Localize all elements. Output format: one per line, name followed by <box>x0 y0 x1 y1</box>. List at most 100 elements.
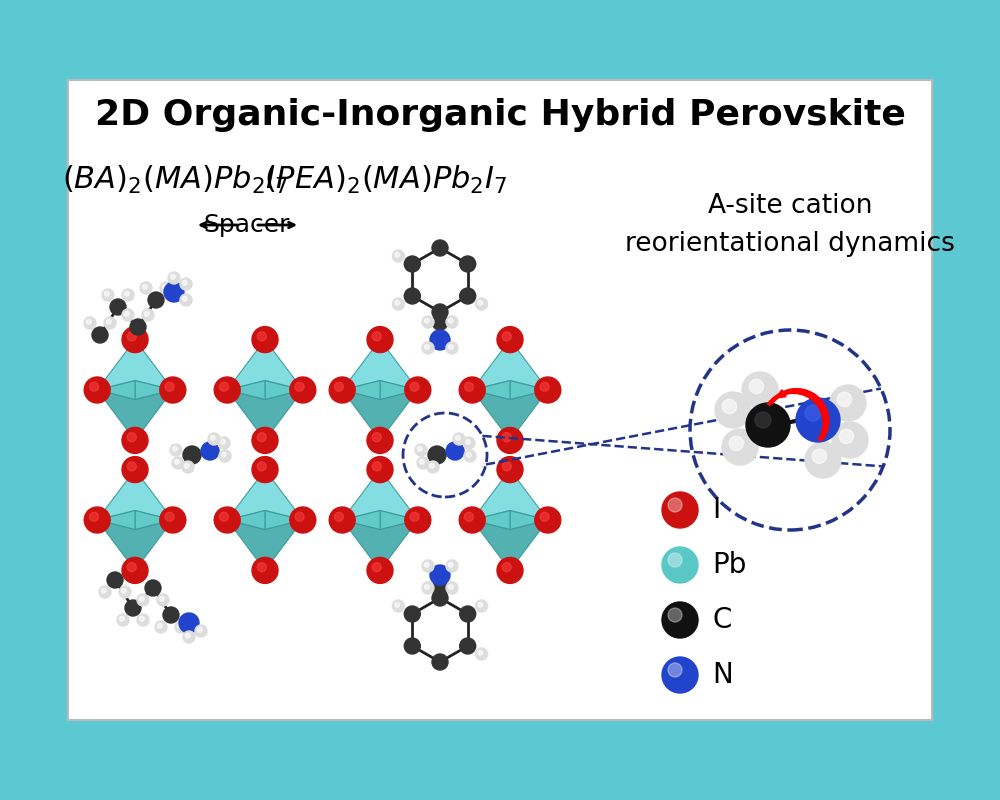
Circle shape <box>160 282 172 294</box>
Circle shape <box>172 446 177 451</box>
Circle shape <box>404 256 420 272</box>
Circle shape <box>125 600 141 616</box>
Polygon shape <box>342 339 418 390</box>
Polygon shape <box>380 381 418 399</box>
Circle shape <box>448 344 453 349</box>
Polygon shape <box>97 339 173 390</box>
Circle shape <box>165 512 174 522</box>
Circle shape <box>535 507 561 533</box>
Polygon shape <box>342 470 418 520</box>
Polygon shape <box>472 381 510 399</box>
Circle shape <box>422 560 434 572</box>
Circle shape <box>755 412 771 428</box>
Polygon shape <box>472 520 548 570</box>
Circle shape <box>446 442 464 460</box>
Circle shape <box>446 316 458 328</box>
Circle shape <box>122 326 148 353</box>
Circle shape <box>89 512 98 522</box>
Circle shape <box>177 623 182 628</box>
Circle shape <box>175 621 187 633</box>
Circle shape <box>448 318 453 323</box>
Text: Pb: Pb <box>712 551 746 579</box>
Circle shape <box>137 594 149 606</box>
Circle shape <box>395 602 400 607</box>
Circle shape <box>139 597 144 602</box>
Circle shape <box>122 457 148 482</box>
Circle shape <box>104 291 109 296</box>
Circle shape <box>252 457 278 482</box>
Circle shape <box>422 316 434 328</box>
Circle shape <box>170 274 175 279</box>
Circle shape <box>252 558 278 583</box>
Circle shape <box>410 512 419 522</box>
Circle shape <box>746 403 790 447</box>
Circle shape <box>395 301 400 305</box>
Circle shape <box>742 372 778 408</box>
Circle shape <box>122 309 134 321</box>
Circle shape <box>455 435 460 440</box>
Circle shape <box>424 318 429 323</box>
Text: I: I <box>712 496 720 524</box>
Circle shape <box>662 547 698 583</box>
Circle shape <box>102 289 114 301</box>
Circle shape <box>464 450 476 462</box>
Circle shape <box>427 461 439 473</box>
Circle shape <box>424 584 429 589</box>
Circle shape <box>540 382 549 391</box>
Circle shape <box>329 377 355 403</box>
Circle shape <box>497 558 523 583</box>
Circle shape <box>221 453 226 457</box>
Circle shape <box>99 586 111 598</box>
Circle shape <box>185 634 190 638</box>
Circle shape <box>257 332 266 341</box>
Circle shape <box>832 422 868 458</box>
Circle shape <box>122 558 148 583</box>
Circle shape <box>434 576 446 588</box>
Circle shape <box>214 377 240 403</box>
Circle shape <box>257 433 266 442</box>
Circle shape <box>830 385 866 421</box>
Circle shape <box>127 562 136 572</box>
Circle shape <box>392 600 404 612</box>
Circle shape <box>395 253 400 257</box>
Polygon shape <box>135 381 173 399</box>
Circle shape <box>155 621 167 633</box>
Circle shape <box>201 442 219 460</box>
Circle shape <box>137 614 149 626</box>
Circle shape <box>214 507 240 533</box>
Circle shape <box>160 507 186 533</box>
Circle shape <box>722 429 758 465</box>
Polygon shape <box>265 510 303 530</box>
Circle shape <box>372 433 381 442</box>
Circle shape <box>432 654 448 670</box>
Polygon shape <box>380 510 418 530</box>
Circle shape <box>157 623 162 628</box>
Circle shape <box>170 444 182 456</box>
Circle shape <box>182 297 187 301</box>
Polygon shape <box>97 520 173 570</box>
Circle shape <box>219 450 231 462</box>
Text: N: N <box>712 661 733 689</box>
Circle shape <box>476 648 488 660</box>
Circle shape <box>122 289 134 301</box>
Circle shape <box>257 562 266 572</box>
Circle shape <box>367 326 393 353</box>
Circle shape <box>476 600 488 612</box>
Bar <box>68 80 932 720</box>
Circle shape <box>142 284 147 289</box>
Circle shape <box>160 377 186 403</box>
Circle shape <box>460 606 476 622</box>
Circle shape <box>685 325 895 535</box>
Circle shape <box>446 342 458 354</box>
Circle shape <box>174 459 179 464</box>
Circle shape <box>84 317 96 329</box>
Circle shape <box>197 627 202 632</box>
Circle shape <box>432 580 448 596</box>
Circle shape <box>372 562 381 572</box>
Circle shape <box>183 631 195 643</box>
Circle shape <box>367 457 393 482</box>
Circle shape <box>465 439 470 444</box>
Circle shape <box>668 553 682 567</box>
Polygon shape <box>227 381 265 399</box>
Circle shape <box>104 317 116 329</box>
